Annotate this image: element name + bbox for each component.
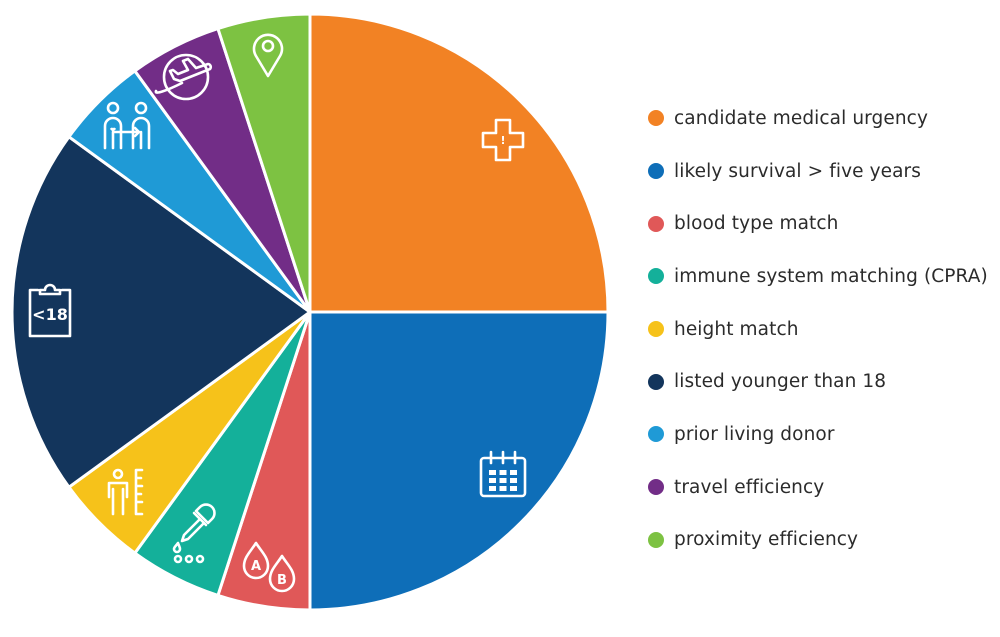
legend-item: height match: [648, 303, 988, 356]
clipboard-under-18-icon: <18: [28, 283, 72, 338]
legend-label: immune system matching (CPRA): [674, 265, 988, 287]
medical-cross-alert-icon: !: [481, 118, 525, 162]
legend-label: candidate medical urgency: [674, 107, 929, 129]
legend-item: listed younger than 18: [648, 355, 988, 408]
legend-color-dot-icon: [648, 426, 664, 443]
legend-color-dot-icon: [648, 531, 664, 548]
legend-color-dot-icon: [648, 110, 664, 127]
alert-mark: !: [500, 134, 505, 147]
legend-label: prior living donor: [674, 423, 835, 445]
legend-color-dot-icon: [648, 373, 664, 390]
legend-label: travel efficiency: [674, 476, 825, 498]
chart-legend: candidate medical urgency likely survival…: [648, 92, 988, 566]
living-donor-exchange-icon: [103, 101, 151, 150]
legend-color-dot-icon: [648, 479, 664, 496]
legend-label: blood type match: [674, 213, 839, 235]
legend-color-dot-icon: [648, 163, 664, 180]
height-ruler-person-icon: [107, 468, 144, 516]
legend-item: travel efficiency: [648, 461, 988, 514]
legend-color-dot-icon: [648, 215, 664, 232]
drop-a-label: A: [251, 559, 261, 574]
pie-slice-proximity-efficiency: [216, 12, 312, 314]
map-pin-icon: [252, 33, 284, 78]
legend-label: proximity efficiency: [674, 529, 859, 551]
legend-color-dot-icon: [648, 268, 664, 285]
legend-item: immune system matching (CPRA): [648, 250, 988, 303]
legend-item: candidate medical urgency: [648, 92, 988, 145]
legend-color-dot-icon: [648, 321, 664, 338]
legend-item: proximity efficiency: [648, 514, 988, 567]
legend-item: blood type match: [648, 197, 988, 250]
legend-item: likely survival > five years: [648, 145, 988, 198]
pie-slice-candidate-medical-urgency: [308, 12, 610, 314]
blood-drops-ab-icon: A B: [242, 541, 296, 593]
legend-label: likely survival > five years: [674, 160, 922, 182]
pie-slice-listed-younger-than-18: [10, 135, 312, 489]
airplane-globe-icon: [154, 53, 213, 101]
pie-slices: [10, 12, 610, 612]
under-18-label: <18: [32, 305, 68, 324]
legend-item: prior living donor: [648, 408, 988, 461]
legend-label: height match: [674, 318, 799, 340]
calendar-icon: [479, 450, 527, 498]
dropper-icon: [172, 503, 216, 564]
pie-slice-likely-survival-five-years: [308, 310, 610, 612]
pie-chart: ! A B <18: [10, 12, 610, 612]
drop-b-label: B: [277, 573, 287, 588]
legend-label: listed younger than 18: [674, 371, 887, 393]
